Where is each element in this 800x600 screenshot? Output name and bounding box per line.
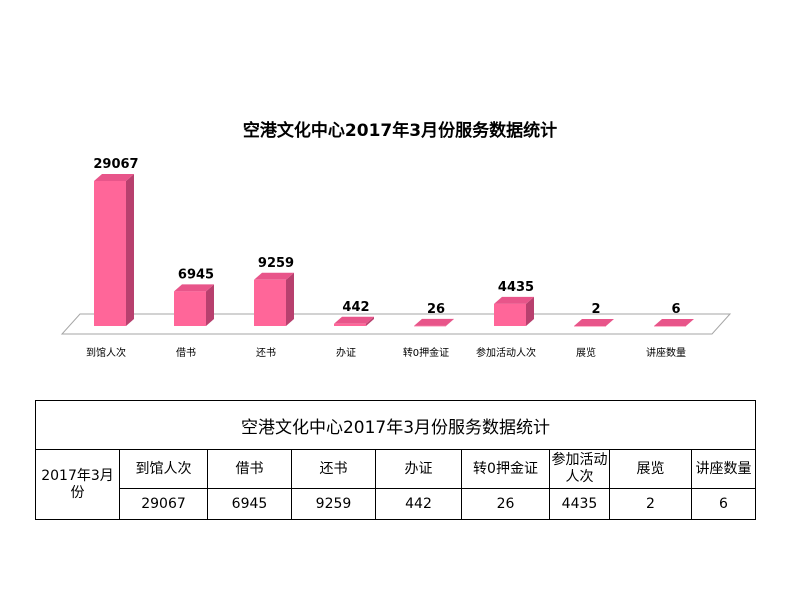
bar-top bbox=[414, 318, 454, 326]
value-cell: 2 bbox=[609, 488, 692, 520]
value-label: 4435 bbox=[498, 280, 534, 295]
bar bbox=[414, 318, 454, 327]
category-label: 办证 bbox=[336, 346, 356, 359]
bar bbox=[654, 318, 694, 327]
value-label: 6945 bbox=[178, 267, 214, 282]
value-label: 442 bbox=[342, 300, 369, 315]
bar-side bbox=[526, 296, 534, 326]
bar bbox=[574, 318, 614, 327]
category-label: 转0押金证 bbox=[403, 346, 449, 359]
value-label: 9259 bbox=[258, 256, 294, 271]
bar-side bbox=[366, 316, 374, 326]
bar-top bbox=[254, 272, 294, 280]
header-cell: 办证 bbox=[375, 449, 462, 489]
bar-front bbox=[334, 323, 366, 326]
bar bbox=[94, 174, 134, 326]
bar-front bbox=[254, 279, 286, 326]
value-label: 26 bbox=[427, 302, 445, 317]
value-label: 2 bbox=[591, 302, 600, 317]
bar-front bbox=[654, 325, 686, 327]
value-cell: 9259 bbox=[291, 488, 376, 520]
header-cell: 讲座数量 bbox=[690, 449, 757, 489]
header-cell: 展览 bbox=[609, 449, 692, 489]
bar-top bbox=[574, 318, 614, 326]
category-label: 展览 bbox=[576, 346, 596, 359]
period-cell: 2017年3月份 bbox=[35, 449, 120, 520]
value-cell: 4435 bbox=[549, 488, 610, 520]
chart-floor bbox=[60, 313, 732, 335]
bar-side bbox=[606, 318, 614, 326]
category-label: 到馆人次 bbox=[86, 346, 126, 359]
bar-front bbox=[494, 303, 526, 326]
value-cell: 29067 bbox=[119, 488, 208, 520]
category-label: 讲座数量 bbox=[646, 346, 686, 359]
data-table: 空港文化中心2017年3月份服务数据统计 2017年3月份 到馆人次 借书 还书… bbox=[34, 400, 757, 520]
chart-title: 空港文化中心2017年3月份服务数据统计 bbox=[243, 120, 557, 141]
header-cell: 还书 bbox=[291, 449, 376, 489]
bar bbox=[254, 272, 294, 326]
table-title: 空港文化中心2017年3月份服务数据统计 bbox=[34, 400, 757, 450]
value-cell: 442 bbox=[375, 488, 462, 520]
bar-side bbox=[126, 174, 134, 326]
header-cell: 参加活动人次 bbox=[549, 449, 610, 489]
bar-top bbox=[494, 296, 534, 304]
value-cell: 6 bbox=[690, 488, 757, 520]
value-label: 6 bbox=[671, 302, 680, 317]
header-cell: 借书 bbox=[207, 449, 292, 489]
bar-front bbox=[414, 325, 446, 327]
header-cell: 到馆人次 bbox=[119, 449, 208, 489]
value-cell: 6945 bbox=[207, 488, 292, 520]
bar bbox=[494, 296, 534, 326]
bar-top bbox=[334, 316, 374, 324]
bar-top bbox=[654, 318, 694, 326]
table-header-row: 2017年3月份 到馆人次 借书 还书 办证 转0押金证 参加活动人次 展览 讲… bbox=[35, 449, 757, 520]
bar-side bbox=[446, 318, 454, 326]
bar bbox=[174, 284, 214, 326]
value-cell: 26 bbox=[461, 488, 550, 520]
category-label: 借书 bbox=[176, 347, 196, 359]
value-label: 29067 bbox=[93, 157, 138, 172]
bar-side bbox=[206, 284, 214, 326]
bar-top bbox=[174, 284, 214, 292]
header-cell: 转0押金证 bbox=[461, 449, 550, 489]
bar-side bbox=[686, 318, 694, 326]
bar-front bbox=[174, 291, 206, 326]
bar-front bbox=[574, 325, 606, 327]
bar bbox=[334, 316, 374, 326]
category-label: 还书 bbox=[256, 347, 276, 359]
table-value-row: 29067 6945 9259 442 26 4435 2 6 bbox=[36, 488, 757, 520]
bar-top bbox=[94, 174, 134, 181]
bar-front bbox=[94, 181, 126, 326]
category-label: 参加活动人次 bbox=[476, 346, 536, 359]
bar-side bbox=[286, 272, 294, 326]
